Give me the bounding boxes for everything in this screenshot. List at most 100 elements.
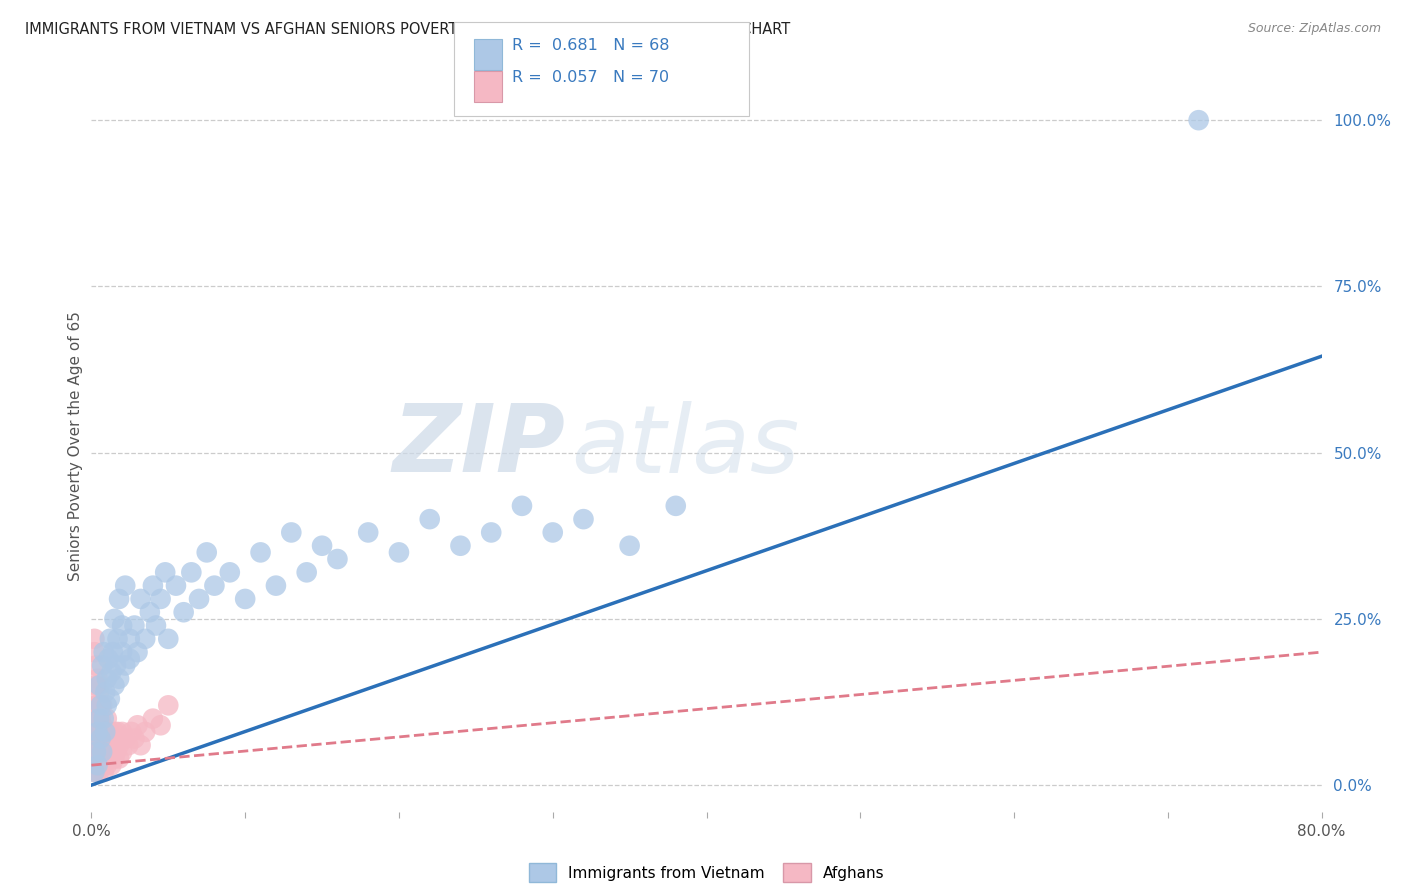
Point	[94, 751, 117, 765]
Point	[479, 525, 502, 540]
Point	[295, 566, 318, 580]
Point	[82, 764, 104, 779]
Point	[188, 591, 211, 606]
Point	[326, 552, 349, 566]
Point	[124, 618, 146, 632]
Point	[665, 499, 688, 513]
Text: R =  0.057   N = 70: R = 0.057 N = 70	[512, 70, 669, 86]
Point	[105, 731, 127, 746]
Point	[103, 612, 125, 626]
Point	[180, 566, 202, 580]
Point	[195, 545, 218, 559]
Point	[84, 745, 107, 759]
Point	[83, 632, 105, 646]
Point	[127, 718, 149, 732]
Point	[93, 738, 115, 752]
Point	[139, 605, 162, 619]
Point	[449, 539, 471, 553]
Point	[91, 745, 114, 759]
Point	[82, 738, 104, 752]
Point	[87, 751, 110, 765]
Point	[157, 632, 180, 646]
Point	[90, 698, 112, 713]
Text: R =  0.681   N = 68: R = 0.681 N = 68	[512, 38, 669, 54]
Point	[108, 672, 131, 686]
Text: atlas: atlas	[571, 401, 800, 491]
Point	[84, 712, 107, 726]
Point	[149, 718, 172, 732]
Point	[107, 632, 129, 646]
Point	[86, 745, 108, 759]
Point	[165, 579, 187, 593]
Point	[357, 525, 380, 540]
Point	[103, 678, 125, 692]
Point	[233, 591, 256, 606]
Point	[311, 539, 333, 553]
Point	[90, 731, 112, 746]
Point	[96, 725, 118, 739]
Point	[149, 591, 172, 606]
Point	[111, 618, 134, 632]
Point	[108, 738, 131, 752]
Point	[84, 678, 107, 692]
Point	[84, 758, 107, 772]
Point	[86, 758, 108, 772]
Point	[118, 632, 141, 646]
Point	[90, 745, 112, 759]
Point	[97, 738, 120, 752]
Point	[111, 645, 134, 659]
Point	[93, 751, 115, 765]
Point	[84, 698, 107, 713]
Point	[120, 725, 142, 739]
Point	[100, 731, 122, 746]
Point	[98, 725, 121, 739]
Point	[98, 632, 121, 646]
Point	[127, 645, 149, 659]
Point	[83, 764, 105, 779]
Point	[91, 758, 114, 772]
Point	[96, 698, 118, 713]
Point	[82, 751, 104, 765]
Point	[114, 731, 136, 746]
Point	[98, 745, 121, 759]
Point	[142, 579, 165, 593]
Point	[145, 618, 167, 632]
Point	[86, 764, 108, 779]
Point	[101, 738, 124, 752]
Point	[108, 591, 131, 606]
Point	[1187, 113, 1209, 128]
Point	[83, 725, 105, 739]
Point	[90, 725, 112, 739]
Point	[94, 738, 117, 752]
Point	[173, 605, 195, 619]
Point	[91, 698, 114, 713]
Point	[107, 725, 129, 739]
Text: ZIP: ZIP	[392, 400, 565, 492]
Point	[86, 672, 108, 686]
Point	[93, 725, 115, 739]
Point	[86, 725, 108, 739]
Point	[103, 725, 125, 739]
Point	[93, 764, 115, 779]
Point	[124, 731, 146, 746]
Point	[264, 579, 287, 593]
Point	[87, 725, 110, 739]
Point	[108, 751, 131, 765]
Point	[90, 758, 112, 772]
Point	[103, 751, 125, 765]
Point	[91, 745, 114, 759]
Point	[87, 678, 110, 692]
Point	[114, 658, 136, 673]
Point	[100, 665, 122, 679]
Point	[111, 745, 134, 759]
Point	[97, 751, 120, 765]
Point	[94, 725, 117, 739]
Point	[105, 658, 127, 673]
Point	[91, 731, 114, 746]
Point	[84, 658, 107, 673]
Point	[87, 764, 110, 779]
Text: Source: ZipAtlas.com: Source: ZipAtlas.com	[1247, 22, 1381, 36]
Point	[419, 512, 441, 526]
Point	[153, 566, 177, 580]
Point	[134, 632, 156, 646]
